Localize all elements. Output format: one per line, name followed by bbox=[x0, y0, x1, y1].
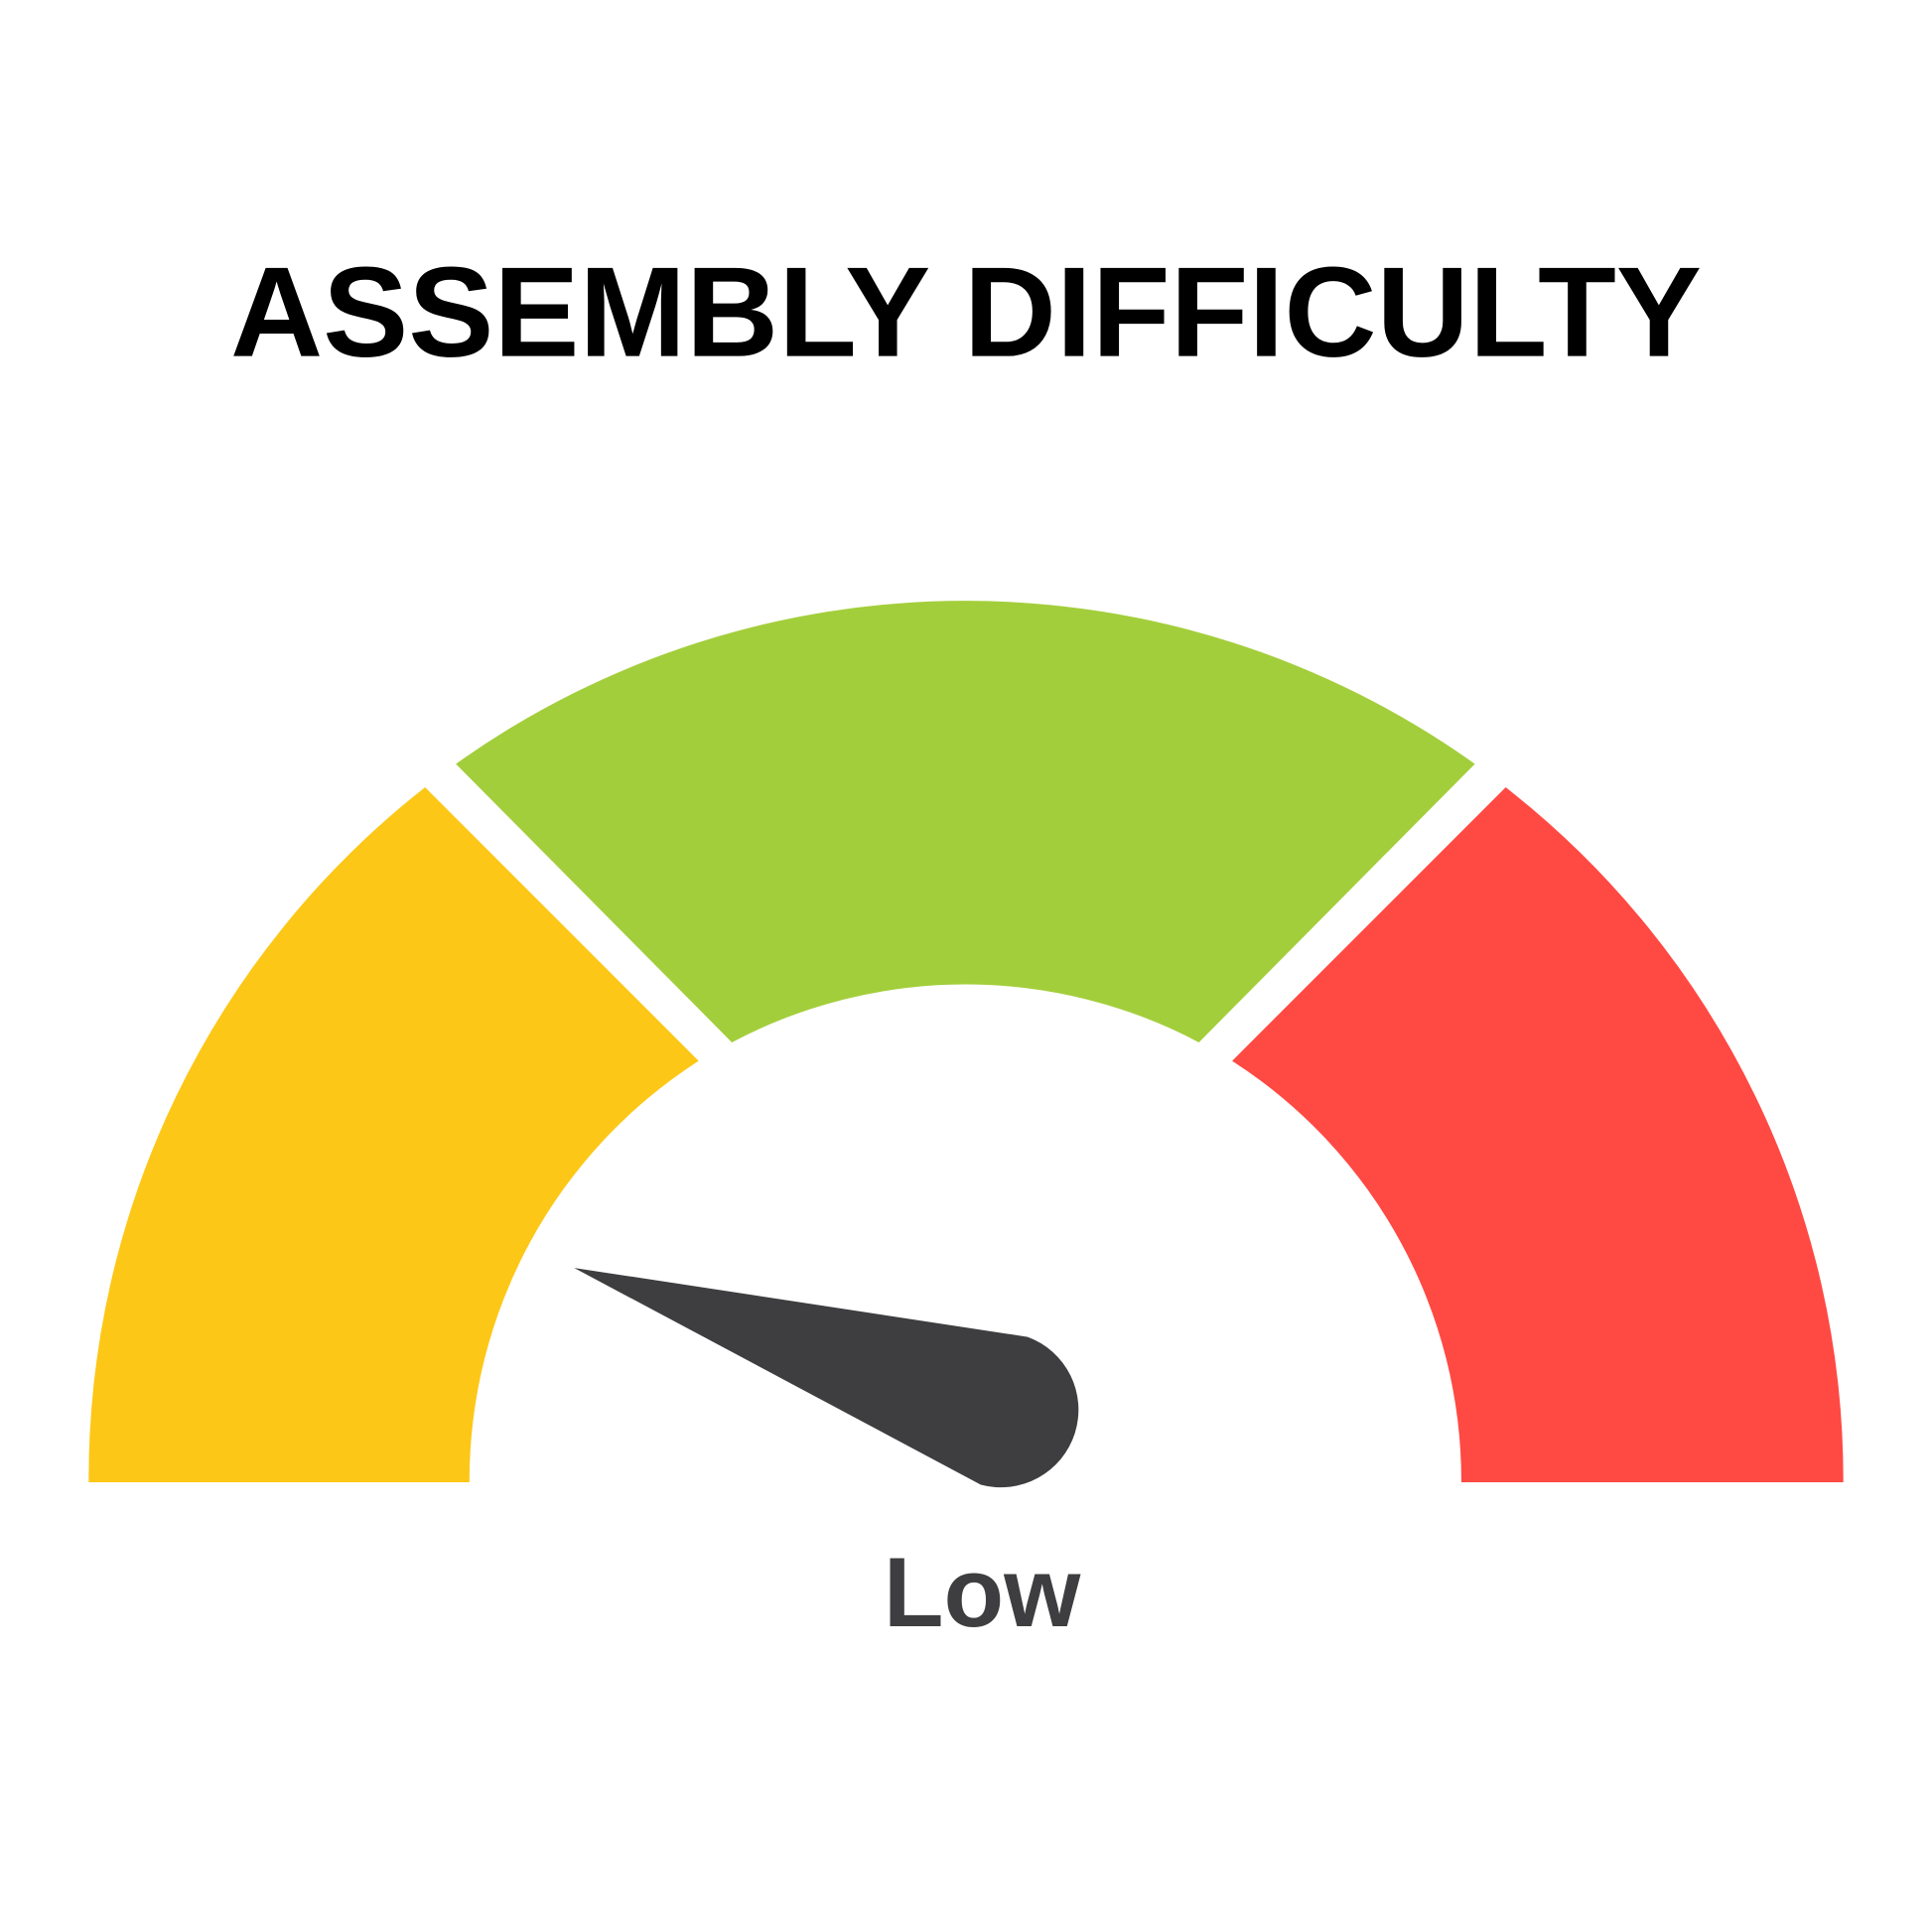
gauge-needle bbox=[574, 1268, 1079, 1488]
gauge-segment-red bbox=[1232, 787, 1844, 1483]
gauge-segment-green bbox=[456, 601, 1475, 1042]
gauge-segment-yellow bbox=[88, 787, 699, 1483]
gauge-title: ASSEMBLY DIFFICULTY bbox=[230, 241, 1702, 384]
reading-label: Low bbox=[884, 1538, 1081, 1648]
